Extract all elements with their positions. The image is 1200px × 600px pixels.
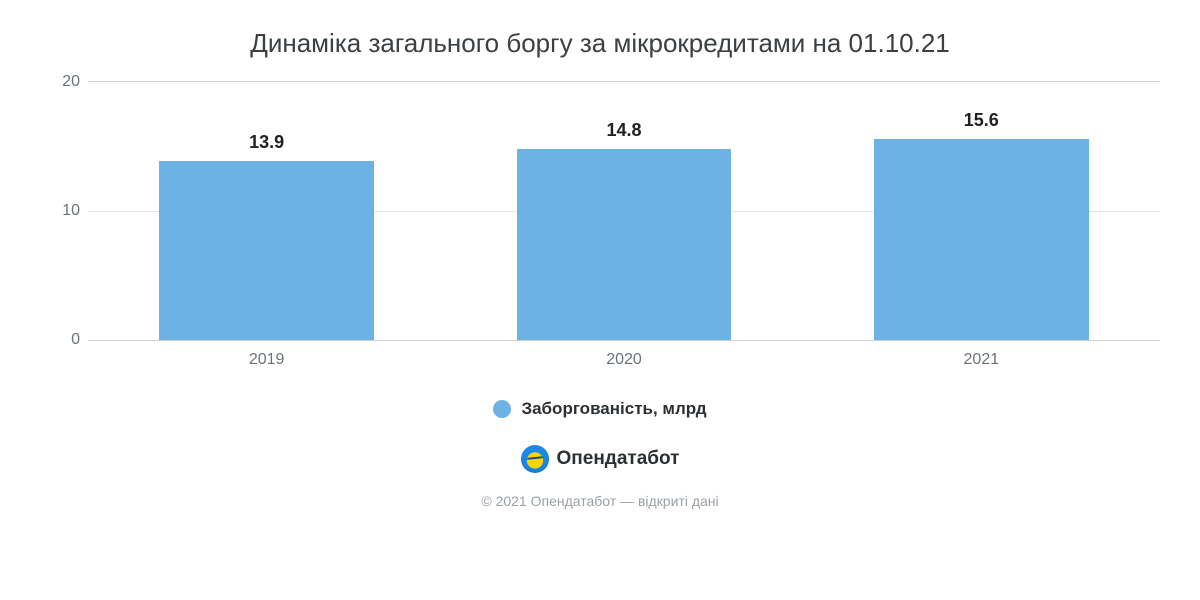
bar-value-label: 13.9 bbox=[249, 132, 284, 153]
x-axis: 201920202021 bbox=[88, 341, 1160, 369]
plot-area: 01020 13.914.815.6 201920202021 bbox=[40, 81, 1160, 369]
brand-name: Опендатабот bbox=[557, 448, 680, 470]
chart-container: Динаміка загального боргу за мікрокредит… bbox=[0, 0, 1200, 509]
bar-slot: 13.9 bbox=[88, 82, 445, 340]
x-tick-label: 2021 bbox=[803, 351, 1160, 369]
brand-logo-icon bbox=[521, 445, 549, 473]
bars-group: 13.9 14.8 15.6 bbox=[88, 82, 1160, 340]
chart-title: Динаміка загального боргу за мікрокредит… bbox=[40, 28, 1160, 59]
copyright-text: © 2021 Опендатабот — відкриті дані bbox=[40, 493, 1160, 509]
plot-inner: 01020 13.914.815.6 bbox=[88, 81, 1160, 341]
x-tick-label: 2020 bbox=[445, 351, 802, 369]
legend: Заборгованість, млрд bbox=[40, 399, 1160, 419]
bar bbox=[517, 149, 731, 340]
legend-marker-icon bbox=[493, 400, 511, 418]
legend-label: Заборгованість, млрд bbox=[521, 399, 706, 419]
y-tick-label: 10 bbox=[40, 202, 80, 220]
y-tick-label: 20 bbox=[40, 73, 80, 91]
brand: Опендатабот bbox=[40, 445, 1160, 473]
bar-value-label: 14.8 bbox=[606, 120, 641, 141]
y-tick-label: 0 bbox=[40, 331, 80, 349]
bar-slot: 14.8 bbox=[445, 82, 802, 340]
x-tick-label: 2019 bbox=[88, 351, 445, 369]
bar bbox=[874, 139, 1088, 340]
bar-value-label: 15.6 bbox=[964, 110, 999, 131]
bar-slot: 15.6 bbox=[803, 82, 1160, 340]
bar bbox=[159, 161, 373, 340]
